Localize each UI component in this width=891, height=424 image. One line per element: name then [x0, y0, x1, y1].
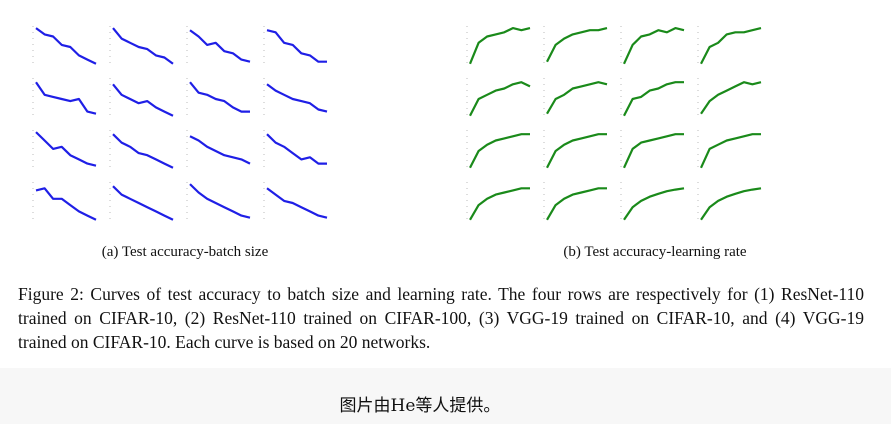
curve [35, 187, 97, 221]
curve [112, 133, 174, 169]
curve [189, 29, 251, 63]
curve [699, 133, 761, 169]
curve [189, 81, 250, 113]
curve [623, 187, 685, 221]
subcaption: (a) Test accuracy-batch size [101, 244, 269, 260]
curve [189, 135, 251, 165]
curve [266, 133, 327, 165]
curve [35, 27, 97, 65]
curve [266, 83, 328, 113]
curve [700, 187, 762, 221]
curve [266, 29, 327, 63]
curve [35, 81, 97, 115]
curve [112, 27, 174, 65]
figure-caption: Figure 2: Curves of test accuracy to bat… [18, 284, 864, 352]
figure-grids [32, 26, 762, 224]
curve [189, 183, 251, 219]
curve [546, 133, 607, 169]
curve [700, 27, 762, 65]
curve [700, 81, 762, 115]
subcaption: (b) Test accuracy-learning rate [563, 244, 747, 260]
curve [622, 133, 684, 169]
image-credit: 图片由He等人提供。 [339, 396, 501, 416]
background-band [0, 368, 891, 424]
curve [623, 81, 684, 117]
curve [622, 27, 685, 65]
curve [469, 81, 531, 117]
curve [469, 187, 530, 221]
curve [546, 81, 608, 115]
curve [112, 83, 174, 117]
curve [546, 187, 607, 221]
curve [35, 131, 97, 167]
curve [112, 185, 174, 221]
curve [546, 27, 608, 63]
curve [468, 27, 531, 65]
curve [266, 187, 328, 219]
curve [469, 133, 530, 169]
